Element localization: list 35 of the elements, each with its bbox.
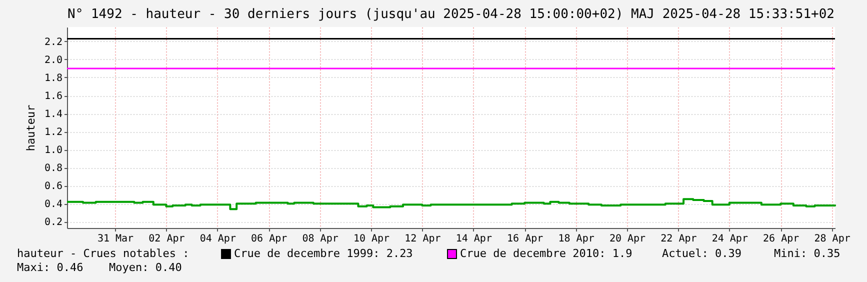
x-tick-label: 12 Apr bbox=[404, 234, 441, 244]
x-tick-label: 14 Apr bbox=[456, 234, 492, 244]
x-tick-label: 04 Apr bbox=[200, 234, 236, 244]
text: Maxi: 0.46 bbox=[17, 261, 84, 274]
legend-label: Crue de decembre 1999: 2.23 bbox=[234, 247, 413, 260]
x-tick-label: 31 Mar bbox=[97, 234, 134, 244]
y-tick-label: 2.2 bbox=[44, 36, 62, 48]
x-tick-label: 06 Apr bbox=[251, 234, 288, 244]
text: Mini: 0.35 bbox=[774, 247, 840, 260]
y-tick-label: 0.2 bbox=[44, 217, 62, 228]
x-tick-label: 22 Apr bbox=[660, 234, 697, 244]
x-tick-label: 18 Apr bbox=[558, 234, 594, 244]
x-tick-label: 02 Apr bbox=[148, 234, 185, 244]
x-tick-label: 10 Apr bbox=[353, 234, 390, 244]
y-axis-title: hauteur bbox=[24, 104, 38, 152]
y-tick-label: 0.4 bbox=[44, 199, 62, 210]
x-tick-label: 08 Apr bbox=[302, 234, 338, 244]
y-tick-label: 1.8 bbox=[44, 72, 62, 84]
x-tick-label: 26 Apr bbox=[763, 234, 800, 244]
x-tick-label: 28 Apr bbox=[814, 234, 850, 244]
text: Moyen: 0.40 bbox=[109, 261, 182, 274]
x-tick-label: 20 Apr bbox=[609, 234, 646, 244]
y-tick-label: 0.6 bbox=[44, 181, 62, 192]
y-tick-label: 1.4 bbox=[44, 109, 62, 120]
text: Actuel: 0.39 bbox=[662, 247, 742, 260]
y-tick-label: 1.0 bbox=[44, 145, 62, 156]
y-tick-label: 0.8 bbox=[44, 163, 62, 174]
y-tick-label: 2.0 bbox=[44, 54, 62, 66]
x-tick-label: 16 Apr bbox=[507, 234, 544, 244]
y-tick-label: 1.2 bbox=[44, 127, 62, 138]
y-tick-label: 1.6 bbox=[44, 91, 62, 102]
legend-label: Crue de decembre 2010: 1.9 bbox=[460, 247, 632, 260]
chart-title: N° 1492 - hauteur - 30 derniers jours (jusqu'au 2025-04-28 15:00:00+02) MAJ 2025-04-28 15:33:51+02 bbox=[67, 7, 835, 22]
x-tick-label: 24 Apr bbox=[712, 234, 748, 244]
legend-title: hauteur - Crues notables : bbox=[17, 247, 190, 260]
